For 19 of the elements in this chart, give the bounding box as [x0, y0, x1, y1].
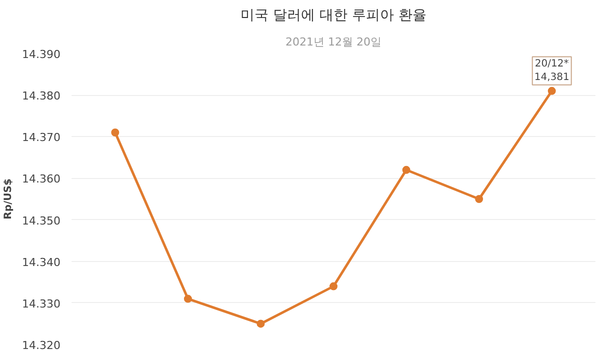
y-tick-label: 14.330 [22, 297, 61, 310]
annotation: 20/12* 14,381 [534, 58, 570, 83]
point [256, 320, 265, 328]
chart-subtitle: 2021년 12월 20일 [286, 36, 382, 48]
y-tick-label: 14.320 [22, 339, 61, 350]
point [548, 86, 556, 95]
y-tick-label: 14.370 [22, 131, 61, 144]
y-tick-label: 14.360 [22, 172, 61, 186]
point [475, 195, 484, 203]
y-tick-label: 14.390 [22, 48, 61, 61]
y-tick-label: 14.350 [22, 214, 61, 228]
y-tick-label: 14.340 [22, 256, 61, 269]
point [111, 128, 120, 136]
y-tick-label: 14.380 [22, 90, 61, 103]
point [184, 294, 192, 303]
point [330, 282, 338, 290]
y-axis-title: Rp/US$ [3, 178, 14, 220]
chart-title: 미국 달러에 대한 루피아 환율 [240, 8, 426, 24]
point [402, 166, 410, 174]
